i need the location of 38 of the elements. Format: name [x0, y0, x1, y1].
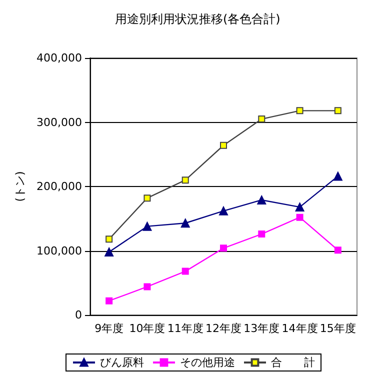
x-tick-label: 14年度: [282, 322, 318, 335]
x-tick-label: 9年度: [94, 322, 124, 335]
point: [182, 268, 189, 275]
y-axis-title: (トン): [14, 171, 27, 202]
y-tick-label: 200,000: [36, 180, 82, 193]
point: [334, 246, 342, 254]
point: [333, 172, 342, 181]
point: [104, 248, 114, 257]
chart-title: 用途別利用状況推移(各色合計): [115, 12, 280, 26]
x-tick-label: 11年度: [167, 322, 204, 335]
point: [220, 142, 227, 149]
x-tick-label: 15年度: [320, 322, 356, 335]
point: [144, 283, 151, 290]
legend-label: その他用途: [180, 356, 235, 369]
point: [296, 214, 304, 221]
y-tick-label: 400,000: [36, 52, 82, 64]
point: [258, 230, 266, 238]
y-tick-label: 300,000: [36, 116, 82, 129]
y-tick-label: 100,000: [36, 244, 82, 258]
x-tick-label: 13年度: [244, 322, 280, 335]
point: [144, 194, 151, 202]
point: [220, 244, 227, 252]
point: [142, 222, 152, 231]
point: [258, 116, 266, 123]
point: [180, 218, 190, 228]
point: [295, 202, 304, 212]
x-tick-label: 10年度: [129, 322, 166, 335]
point: [106, 236, 113, 243]
point: [296, 107, 304, 114]
point: [106, 297, 113, 304]
point: [182, 176, 189, 184]
point: [334, 107, 342, 114]
legend-label: びん原料: [100, 356, 144, 369]
point: [219, 206, 228, 216]
y-tick-label: 0: [75, 308, 82, 322]
legend-label: 合 計: [271, 356, 315, 369]
point: [257, 195, 266, 204]
x-tick-label: 12年度: [206, 322, 242, 335]
